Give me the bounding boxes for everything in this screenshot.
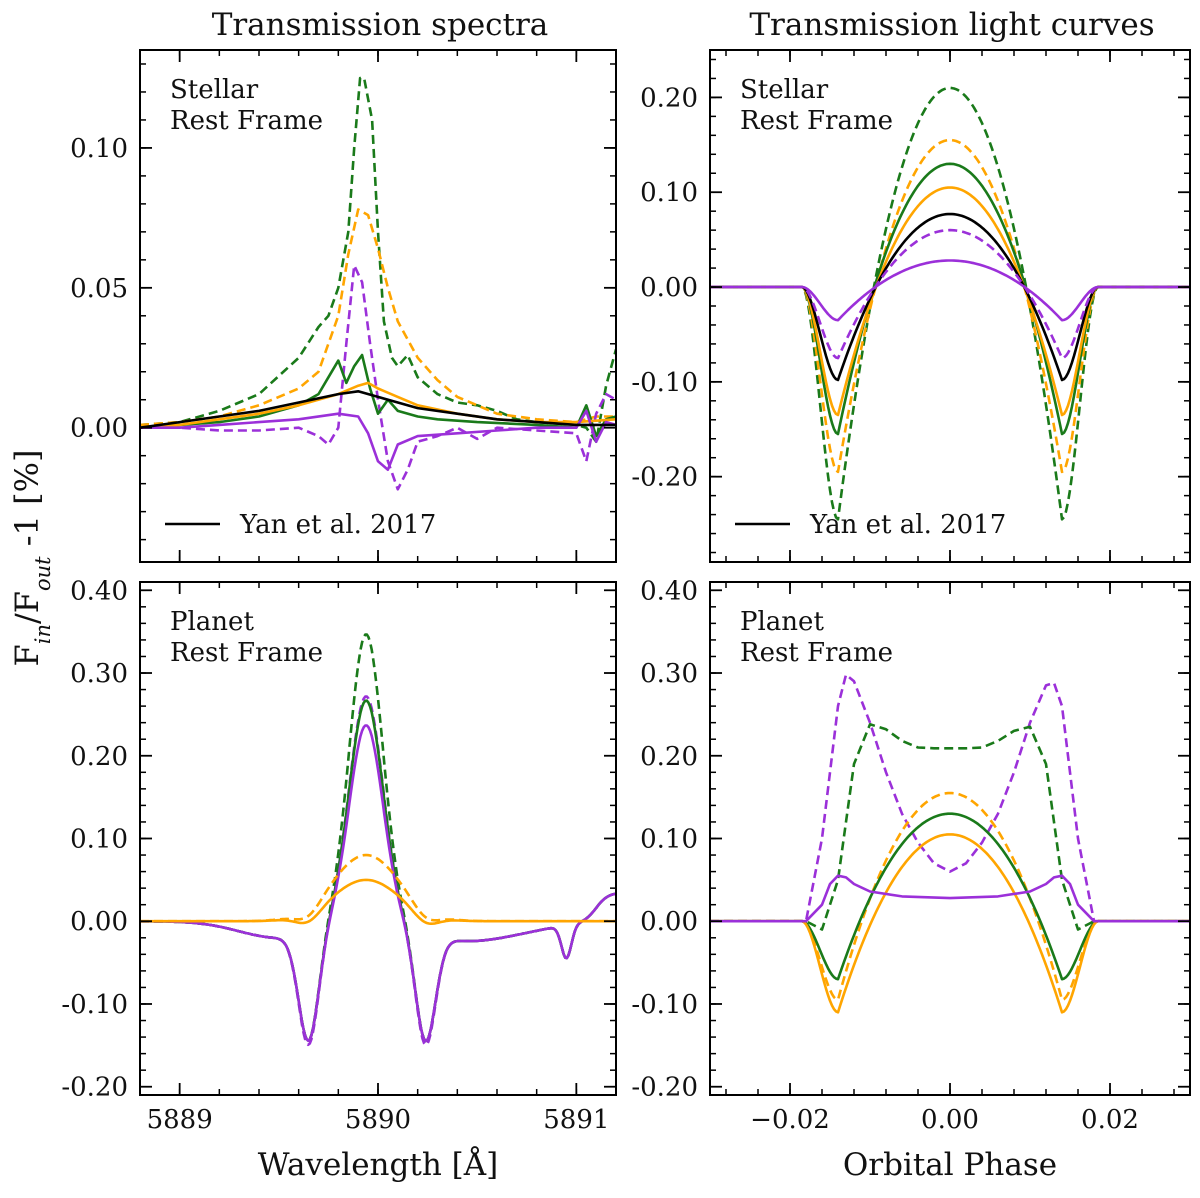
series-line-1 — [140, 208, 616, 427]
x-tick-label: 5889 — [147, 1105, 213, 1135]
series-line-5 — [140, 878, 616, 925]
y-tick-label: 0.40 — [70, 576, 128, 606]
series-line-6 — [710, 259, 1190, 322]
series-line-1 — [710, 138, 1190, 474]
series-line-2 — [140, 699, 616, 1043]
series-line-6 — [140, 390, 616, 429]
series-line-3 — [140, 724, 616, 1043]
series-line-3 — [710, 812, 1190, 981]
column-title-spectra: Transmission spectra — [212, 7, 549, 43]
y-tick-label: -0.10 — [631, 990, 698, 1020]
y-tick-label: 0.00 — [640, 273, 698, 303]
series-line-2 — [140, 264, 616, 491]
y-tick-label: -0.10 — [631, 368, 698, 398]
series-line-1 — [710, 723, 1190, 931]
y-tick-label: -0.20 — [61, 1073, 128, 1103]
y-tick-label: -0.20 — [631, 463, 698, 493]
panel-annotation-line: Stellar — [740, 75, 829, 105]
x-tick-label: 5890 — [345, 1105, 411, 1135]
series-line-4 — [140, 853, 616, 923]
y-tick-label: 0.10 — [640, 825, 698, 855]
ticks-group: -0.20 -0.10 0.00 0.10 0.20 0.30 0.40 5889 5890 58… — [61, 576, 617, 1135]
ticks-group: -0.20 -0.10 0.00 0.10 0.20 — [631, 50, 1190, 562]
y-tick-label: 0.00 — [70, 414, 128, 444]
series-line-4 — [710, 212, 1190, 382]
y-tick-label: 0.00 — [70, 907, 128, 937]
series-line-0 — [140, 633, 616, 1043]
y-tick-label: 0.20 — [640, 83, 698, 113]
x-axis-label: Wavelength [Å] — [258, 1145, 498, 1183]
ticks-group: -0.20 -0.10 0.00 0.10 0.20 0.30 0.40 −0.02 0.00 0… — [631, 576, 1190, 1135]
series-group — [710, 673, 1190, 1014]
column-title-lightcurves: Transmission light curves — [749, 7, 1154, 43]
y-tick-label: 0.20 — [640, 742, 698, 772]
panel-planet-spectra: -0.20 -0.10 0.00 0.10 0.20 0.30 0.40 5889 5890 58… — [61, 576, 617, 1183]
series-line-5 — [710, 228, 1190, 360]
x-tick-label: −0.02 — [750, 1105, 830, 1135]
series-line-2 — [710, 791, 1190, 1002]
y-tick-label: 0.00 — [640, 907, 698, 937]
series-group — [140, 633, 616, 1047]
y-tick-label: 0.10 — [70, 825, 128, 855]
y-tick-label: 0.10 — [70, 134, 128, 164]
legend-label: Yan et al. 2017 — [239, 510, 436, 540]
panel-annotation-line: Planet — [170, 607, 254, 637]
y-tick-label: 0.05 — [70, 274, 128, 304]
y-tick-label: 0.30 — [70, 659, 128, 689]
series-line-2 — [710, 162, 1190, 436]
series-line-0 — [710, 673, 1190, 923]
y-tick-label: 0.10 — [640, 178, 698, 208]
series-line-5 — [710, 874, 1190, 923]
series-group — [710, 86, 1190, 521]
y-tick-label: 0.30 — [640, 659, 698, 689]
series-line-0 — [710, 86, 1190, 521]
series-group — [140, 76, 616, 491]
shared-y-axis-label: Fin/Fout -1 [%] — [8, 450, 55, 667]
x-tick-label: 0.00 — [921, 1105, 979, 1135]
panel-annotation-line: Rest Frame — [740, 638, 893, 668]
legend-label: Yan et al. 2017 — [809, 510, 1006, 540]
panel-annotation-line: Rest Frame — [170, 106, 323, 136]
series-line-4 — [710, 833, 1190, 1014]
y-tick-label: 0.40 — [640, 576, 698, 606]
series-line-5 — [140, 409, 616, 471]
panel-annotation-line: Planet — [740, 607, 824, 637]
series-line-3 — [710, 186, 1190, 417]
x-tick-label: 0.02 — [1081, 1105, 1139, 1135]
panel-annotation-line: Rest Frame — [740, 106, 893, 136]
panel-annotation-line: Stellar — [170, 75, 259, 105]
panel-annotation-line: Rest Frame — [170, 638, 323, 668]
x-axis-label: Orbital Phase — [843, 1147, 1057, 1183]
x-tick-label: 5891 — [543, 1105, 609, 1135]
y-tick-label: -0.10 — [61, 990, 128, 1020]
y-tick-label: 0.20 — [70, 742, 128, 772]
ticks-group: 0.00 0.05 0.10 — [70, 50, 617, 562]
y-tick-label: -0.20 — [631, 1073, 698, 1103]
panel-planet-lightcurves: -0.20 -0.10 0.00 0.10 0.20 0.30 0.40 −0.02 0.00 0… — [631, 576, 1191, 1183]
